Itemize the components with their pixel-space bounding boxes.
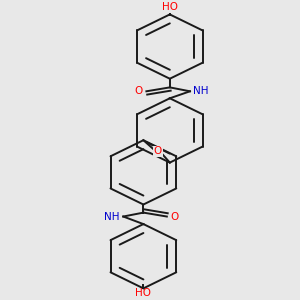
- Text: HO: HO: [135, 288, 152, 298]
- Text: O: O: [135, 86, 143, 96]
- Text: NH: NH: [193, 86, 209, 96]
- Text: O: O: [170, 212, 178, 221]
- Text: O: O: [154, 146, 162, 156]
- Text: HO: HO: [162, 2, 178, 12]
- Text: NH: NH: [104, 212, 120, 221]
